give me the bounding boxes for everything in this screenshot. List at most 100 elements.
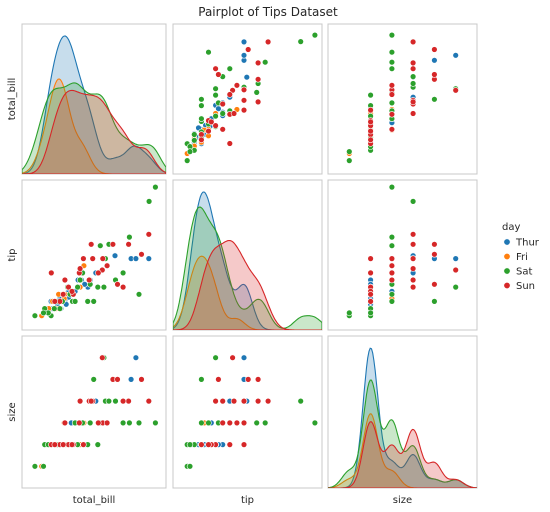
panel-frame — [172, 335, 323, 489]
point-Sat — [135, 291, 143, 298]
point-Sun — [452, 87, 459, 94]
point-Sat — [346, 148, 353, 155]
point-Sat — [205, 419, 212, 427]
point-Sun — [240, 86, 248, 94]
point-Sat — [346, 309, 353, 317]
panel-tip-vs-total_bill — [21, 179, 167, 331]
point-Sat — [198, 96, 205, 103]
panel-size-vs-tip — [172, 335, 323, 489]
point-Sun — [230, 397, 238, 405]
legend-marker-Thur — [503, 238, 511, 246]
point-Sun — [388, 262, 396, 269]
panel-frame — [21, 335, 167, 489]
point-Thur — [240, 38, 248, 46]
point-Sun — [51, 441, 58, 448]
legend-label-Sat: Sat — [516, 267, 532, 278]
point-Sun — [68, 441, 76, 448]
point-Sat — [186, 441, 194, 448]
point-Sat — [212, 91, 219, 99]
point-Sun — [367, 255, 374, 262]
point-Sun — [240, 106, 248, 114]
point-Sun — [145, 397, 153, 405]
point-Thur — [132, 255, 140, 262]
point-Thur — [431, 57, 438, 64]
point-Sat — [76, 276, 84, 284]
point-Sat — [388, 242, 396, 249]
panel-frame — [327, 335, 478, 489]
point-Sun — [212, 122, 219, 129]
point-Sat — [51, 305, 58, 312]
point-Sat — [152, 419, 159, 427]
point-Sat — [205, 48, 212, 56]
point-Sun — [409, 231, 417, 238]
chart-title: Pairplot of Tips Dataset — [198, 5, 338, 19]
point-Sun — [59, 441, 67, 448]
point-Sat — [409, 198, 417, 205]
point-Sun — [212, 65, 219, 72]
point-Sat — [198, 115, 205, 122]
legend-marker-Fri — [503, 253, 511, 261]
point-Sat — [388, 233, 396, 241]
point-Sun — [367, 127, 374, 135]
point-Sun — [388, 276, 396, 284]
point-Sat — [71, 298, 79, 305]
point-Sat — [388, 65, 396, 72]
point-Thur — [452, 52, 459, 59]
point-Sun — [226, 441, 234, 448]
point-Sun — [61, 276, 69, 284]
point-Sat — [100, 283, 108, 291]
kde-Sat — [22, 82, 166, 174]
point-Sun — [254, 98, 262, 106]
point-Sat — [119, 269, 127, 277]
point-Sun — [388, 255, 396, 262]
panel-size-vs-total_bill — [21, 335, 167, 489]
point-Sun — [388, 82, 396, 89]
point-Thur — [452, 255, 459, 262]
point-Sun — [367, 298, 374, 305]
point-Sat — [297, 38, 304, 45]
kde-Sun — [22, 89, 166, 174]
point-Sat — [135, 419, 143, 427]
point-Sun — [367, 269, 374, 277]
point-Sat — [119, 419, 127, 427]
point-Sun — [226, 91, 234, 98]
point-Sun — [409, 255, 417, 262]
legend-title: day — [502, 222, 520, 233]
point-Sun — [80, 255, 87, 262]
y-axis-label-total_bill: total_bill — [7, 78, 18, 121]
point-Sat — [253, 89, 260, 96]
point-Sat — [90, 376, 97, 383]
kde-Thur — [173, 191, 322, 330]
point-Sat — [184, 157, 191, 164]
point-Sat — [94, 283, 102, 291]
point-Sun — [245, 46, 252, 53]
point-Sun — [219, 419, 226, 427]
point-Sat — [191, 137, 198, 144]
point-Sun — [219, 397, 226, 405]
point-Sun — [103, 419, 111, 427]
legend-label-Fri: Fri — [516, 252, 528, 263]
point-Sat — [40, 309, 47, 317]
point-Sat — [452, 283, 459, 291]
point-Sat — [388, 58, 396, 66]
point-Sat — [212, 85, 219, 92]
point-Sat — [262, 58, 269, 66]
point-Sun — [76, 265, 84, 272]
point-Sun — [208, 118, 215, 126]
point-Sat — [84, 298, 91, 305]
point-Sat — [262, 419, 269, 427]
kde-Fri — [173, 255, 322, 330]
point-Sun — [409, 283, 417, 291]
point-Sun — [367, 118, 374, 126]
point-Sun — [212, 397, 219, 405]
point-Sun — [99, 255, 107, 262]
point-Sun — [431, 71, 438, 78]
legend-marker-Sat — [503, 267, 511, 275]
point-Sun — [409, 59, 417, 67]
point-Sun — [68, 288, 76, 295]
point-Thur — [127, 376, 135, 383]
point-Sun — [254, 76, 262, 83]
point-Sat — [367, 91, 374, 99]
